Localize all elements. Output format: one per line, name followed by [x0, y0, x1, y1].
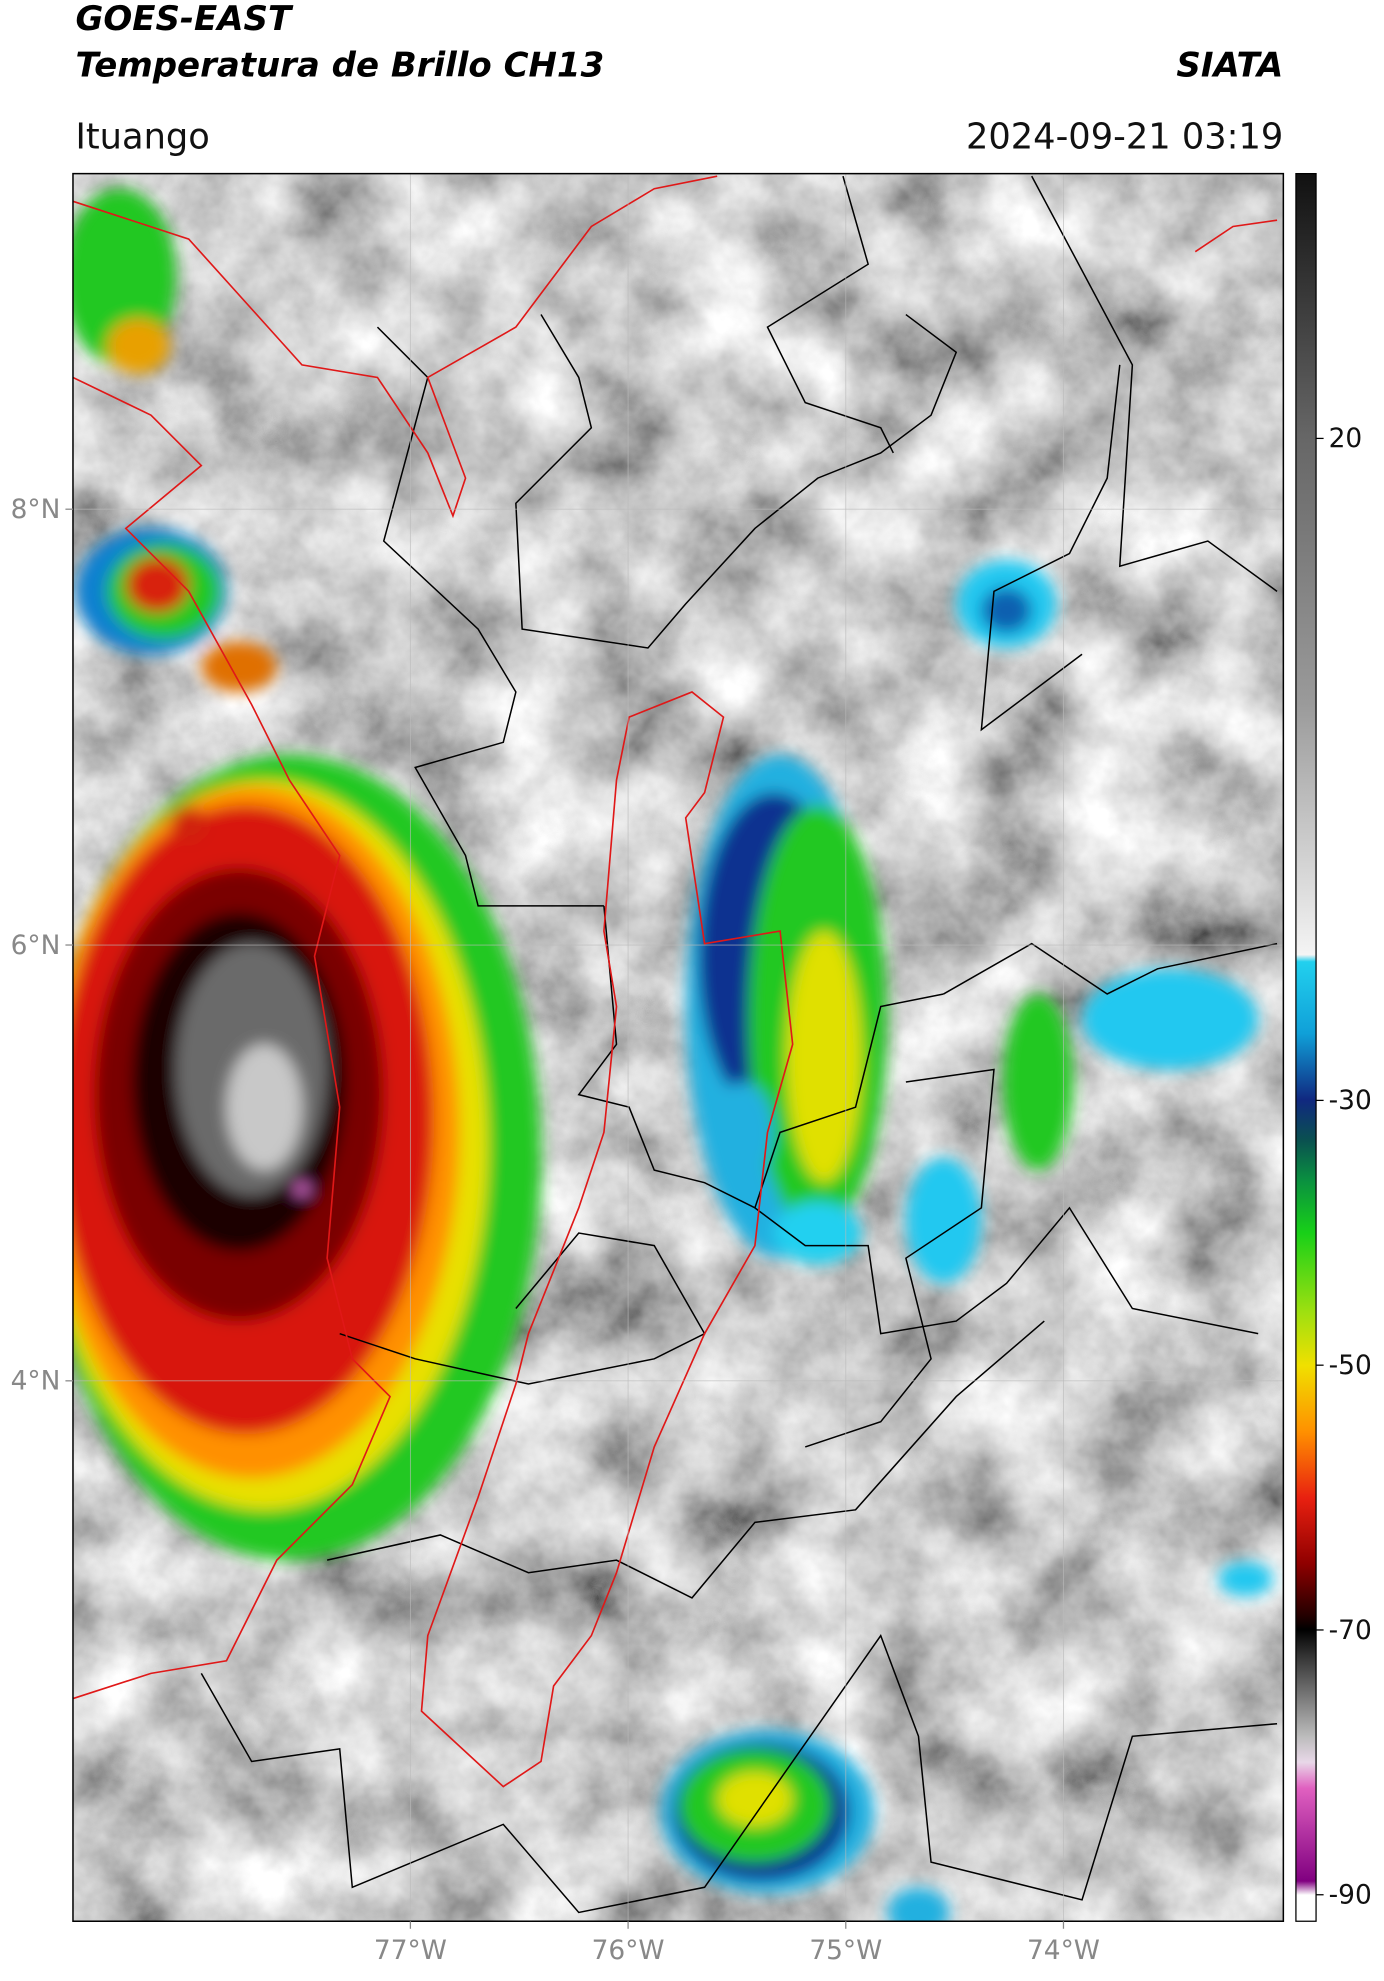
- lat-tick-label: 4°N: [11, 1366, 61, 1397]
- admin-border: [326, 1320, 1045, 1599]
- map-frame: [72, 172, 1285, 1922]
- cloud-blob: [125, 557, 189, 613]
- colorbar: [1295, 172, 1317, 1922]
- satellite-map: [72, 173, 1284, 1922]
- national-border: [72, 376, 392, 1700]
- lon-tick-label: 77°W: [374, 1935, 447, 1966]
- colorbar-tick-label: -70: [1329, 1615, 1372, 1646]
- admin-border: [766, 175, 1278, 592]
- title: GOES-EAST: [75, 0, 293, 39]
- borders: [72, 175, 1278, 1914]
- cloud-blob: [773, 1201, 862, 1265]
- cloud-blob: [1082, 968, 1259, 1070]
- lon-tick-label: 74°W: [1027, 1935, 1100, 1966]
- admin-border: [515, 313, 958, 649]
- cloud-blob: [905, 1157, 982, 1284]
- colorbar-tick-label: 20: [1329, 423, 1363, 454]
- graticule: [72, 173, 1284, 1922]
- admin-border: [339, 1232, 706, 1385]
- cloud-blob: [1002, 993, 1074, 1171]
- lat-tick-label: 8°N: [11, 494, 61, 525]
- cloud-blob: [226, 1044, 302, 1171]
- cloud-blob: [171, 806, 207, 842]
- cloud-blob: [294, 1182, 310, 1196]
- colorbar-tick-label: -90: [1329, 1880, 1372, 1911]
- cloud-blob: [201, 641, 277, 692]
- source: SIATA: [1176, 46, 1283, 86]
- cloud-blob: [1217, 1561, 1274, 1597]
- admin-border: [376, 326, 604, 907]
- admin-border: [943, 364, 1278, 995]
- national-border: [1194, 219, 1278, 253]
- colorbar-tick-label: -50: [1329, 1350, 1372, 1381]
- location: Ituango: [75, 116, 209, 157]
- cloud-blob: [106, 318, 170, 374]
- admin-border: [577, 905, 944, 1209]
- cloud-blob: [981, 587, 1032, 633]
- cloud-blob: [710, 1082, 774, 1183]
- admin-border: [754, 1206, 1259, 1335]
- national-border: [420, 691, 794, 1788]
- subtitle: Temperatura de Brillo CH13: [75, 46, 604, 86]
- colorbar-tick-label: -30: [1329, 1085, 1372, 1116]
- datetime: 2024-09-21 03:19: [966, 116, 1283, 157]
- cloud-tops: [72, 188, 1274, 1922]
- cloud-blob: [786, 931, 862, 1183]
- admin-border: [200, 1634, 1278, 1914]
- lat-tick-label: 6°N: [11, 930, 61, 961]
- cloud-blob: [887, 1887, 950, 1922]
- lon-tick-label: 75°W: [809, 1935, 882, 1966]
- national-border: [72, 175, 718, 519]
- cloud-blob: [717, 1771, 793, 1827]
- axes: 77°W 76°W 75°W 74°W 8°N 6°N 4°N 20 -30 -50 -70 -90: [11, 423, 1372, 1966]
- admin-border: [804, 1068, 995, 1448]
- lon-tick-label: 76°W: [592, 1935, 665, 1966]
